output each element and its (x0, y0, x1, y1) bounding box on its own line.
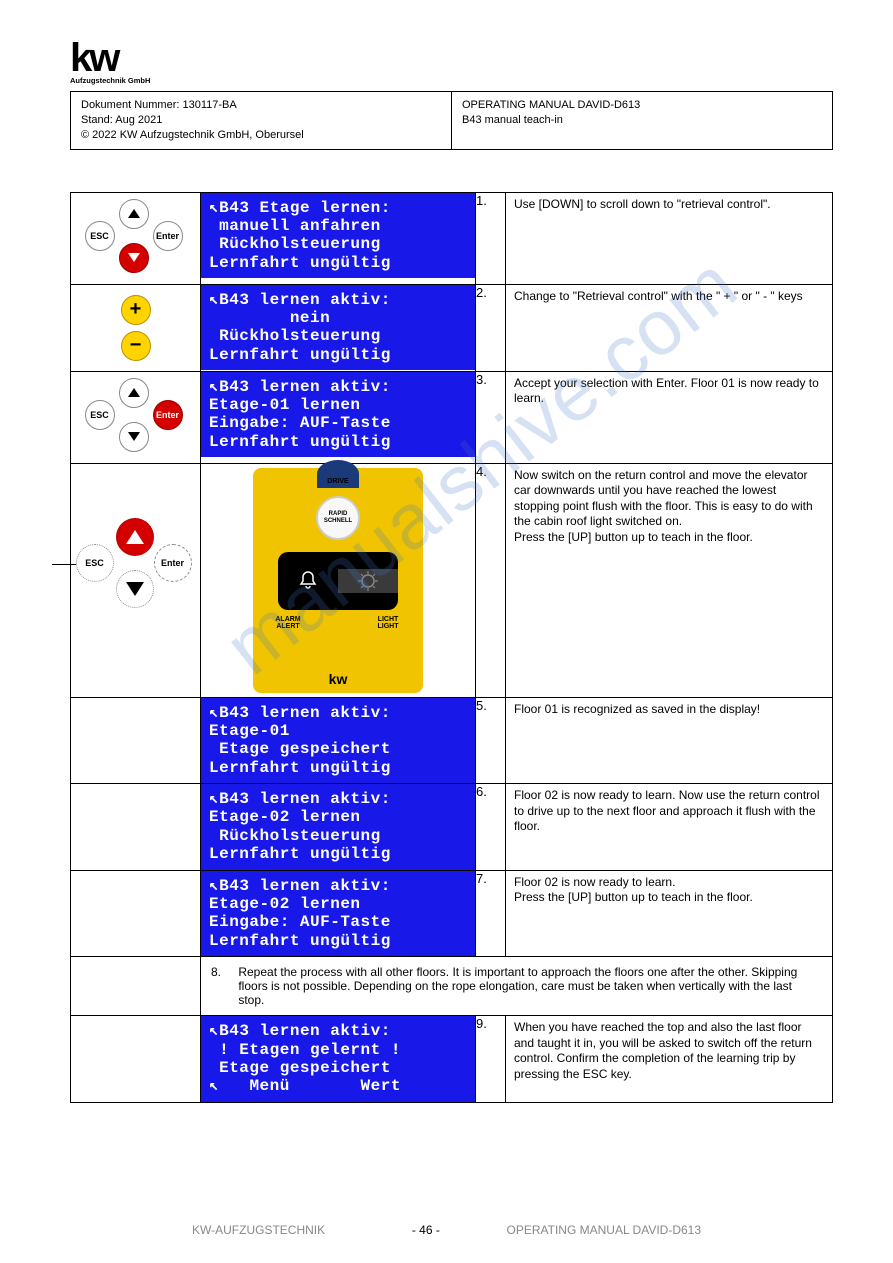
step4-text: Now switch on the return control and mov… (506, 463, 833, 697)
pendant-logo: kw (329, 671, 348, 687)
light-icon (356, 569, 380, 593)
enter-button: Enter (153, 221, 183, 251)
header-section: B43 manual teach-in (462, 113, 822, 128)
step6-number: 6. (476, 784, 506, 871)
esc-button: ESC (85, 400, 115, 430)
step-row-2: + − ↖B43 lernen aktiv: nein Rückholsteue… (71, 284, 833, 371)
down-button (116, 570, 154, 608)
lcd-step2: ↖B43 lernen aktiv: nein Rückholsteuerung… (201, 285, 475, 371)
alarm-label: ALARM ALERT (263, 616, 313, 630)
lcd-step3: ↖B43 lernen aktiv: Etage-01 lernen Einga… (201, 372, 475, 458)
step1-controls: ESC Enter (71, 192, 201, 284)
header-copyright: © 2022 KW Aufzugstechnik GmbH, Oberursel (81, 128, 441, 143)
step5-number: 5. (476, 697, 506, 784)
step5-text: Floor 01 is recognized as saved in the d… (506, 697, 833, 784)
step9-controls (71, 1016, 201, 1103)
minus-button: − (121, 331, 151, 361)
step3-controls: ESC Enter (71, 371, 201, 463)
document-header-table: Dokument Nummer: 130117-BA Stand: Aug 20… (70, 91, 833, 150)
enter-button-active: Enter (153, 400, 183, 430)
step8-text: Repeat the process with all other floors… (238, 965, 819, 1007)
step4-controls: ESC Enter (71, 463, 201, 697)
page-footer: KW-AUFZUGSTECHNIK - 46 - OPERATING MANUA… (0, 1223, 893, 1237)
step-row-3: ESC Enter ↖B43 lernen aktiv: Etage-01 le… (71, 371, 833, 463)
instruction-table: ESC Enter ↖B43 Etage lernen: manuell anf… (70, 192, 833, 1103)
step1-number: 1. (476, 192, 506, 284)
up-button-active (116, 518, 154, 556)
footer-page: - 46 - (412, 1223, 440, 1237)
step-row-8: 8. Repeat the process with all other flo… (71, 957, 833, 1016)
step3-number: 3. (476, 371, 506, 463)
esc-button: ESC (85, 221, 115, 251)
down-button (119, 422, 149, 452)
step-row-5: ↖B43 lernen aktiv: Etage-01 Etage gespei… (71, 697, 833, 784)
step6-controls (71, 784, 201, 871)
up-button (119, 199, 149, 229)
step7-number: 7. (476, 870, 506, 957)
bell-icon (296, 569, 320, 593)
pendant-control: DRIVE RAPID SCHNELL ALARM ALERT LICHT LI… (253, 468, 423, 693)
step3-text: Accept your selection with Enter. Floor … (506, 371, 833, 463)
alarm-rocker (278, 569, 338, 593)
esc-button: ESC (76, 544, 114, 582)
header-left-cell: Dokument Nummer: 130117-BA Stand: Aug 20… (71, 92, 452, 150)
header-date: Stand: Aug 2021 (81, 113, 441, 128)
step9-number: 9. (476, 1016, 506, 1103)
step7-text: Floor 02 is now ready to learn. Press th… (506, 870, 833, 957)
lcd-step9: ↖B43 lernen aktiv: ! Etagen gelernt ! Et… (201, 1016, 475, 1102)
step7-controls (71, 870, 201, 957)
step2-number: 2. (476, 284, 506, 371)
light-label: LICHT LIGHT (363, 616, 413, 630)
step4-number: 4. (476, 463, 506, 697)
lcd-step7: ↖B43 lernen aktiv: Etage-02 lernen Einga… (201, 871, 475, 957)
header-doc-number: Dokument Nummer: 130117-BA (81, 98, 441, 113)
rapid-button: RAPID SCHNELL (316, 496, 360, 540)
lcd-step5: ↖B43 lernen aktiv: Etage-01 Etage gespei… (201, 698, 475, 784)
step9-text: When you have reached the top and also t… (506, 1016, 833, 1103)
up-button (119, 378, 149, 408)
lcd-step1: ↖B43 Etage lernen: manuell anfahren Rück… (201, 193, 475, 279)
enter-button: Enter (154, 544, 192, 582)
step6-text: Floor 02 is now ready to learn. Now use … (506, 784, 833, 871)
step-row-9: ↖B43 lernen aktiv: ! Etagen gelernt ! Et… (71, 1016, 833, 1103)
company-logo: kw Aufzugstechnik GmbH (70, 40, 833, 85)
step5-controls (71, 697, 201, 784)
drive-label: DRIVE (313, 478, 363, 485)
step-row-4: ESC Enter DRIVE RAPID SCHNELL (71, 463, 833, 697)
rocker-switch (278, 552, 398, 610)
header-right-cell: OPERATING MANUAL DAVID-D613 B43 manual t… (452, 92, 833, 150)
lcd-step6: ↖B43 lernen aktiv: Etage-02 lernen Rückh… (201, 784, 475, 870)
step1-text: Use [DOWN] to scroll down to "retrieval … (506, 192, 833, 284)
step-row-1: ESC Enter ↖B43 Etage lernen: manuell anf… (71, 192, 833, 284)
plus-button: + (121, 295, 151, 325)
step2-text: Change to "Retrieval control" with the "… (506, 284, 833, 371)
header-manual-title: OPERATING MANUAL DAVID-D613 (462, 98, 822, 113)
step8-controls (71, 957, 201, 1016)
step-row-6: ↖B43 lernen aktiv: Etage-02 lernen Rückh… (71, 784, 833, 871)
step-row-7: ↖B43 lernen aktiv: Etage-02 lernen Einga… (71, 870, 833, 957)
footer-doc: OPERATING MANUAL DAVID-D613 (507, 1223, 701, 1237)
logo-text: kw (70, 40, 117, 76)
down-button-active (119, 243, 149, 273)
step2-controls: + − (71, 284, 201, 371)
light-rocker (338, 569, 398, 593)
step8-number: 8. (211, 965, 235, 979)
footer-author: KW-AUFZUGSTECHNIK (192, 1223, 325, 1237)
logo-subtitle: Aufzugstechnik GmbH (70, 76, 833, 85)
